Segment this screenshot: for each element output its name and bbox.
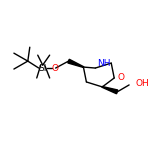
Text: OH: OH	[135, 79, 149, 88]
Polygon shape	[68, 59, 84, 67]
Polygon shape	[102, 86, 118, 94]
Text: O: O	[117, 73, 124, 83]
Text: O: O	[51, 64, 58, 73]
Text: Si: Si	[38, 64, 47, 73]
Text: NH: NH	[97, 59, 111, 68]
